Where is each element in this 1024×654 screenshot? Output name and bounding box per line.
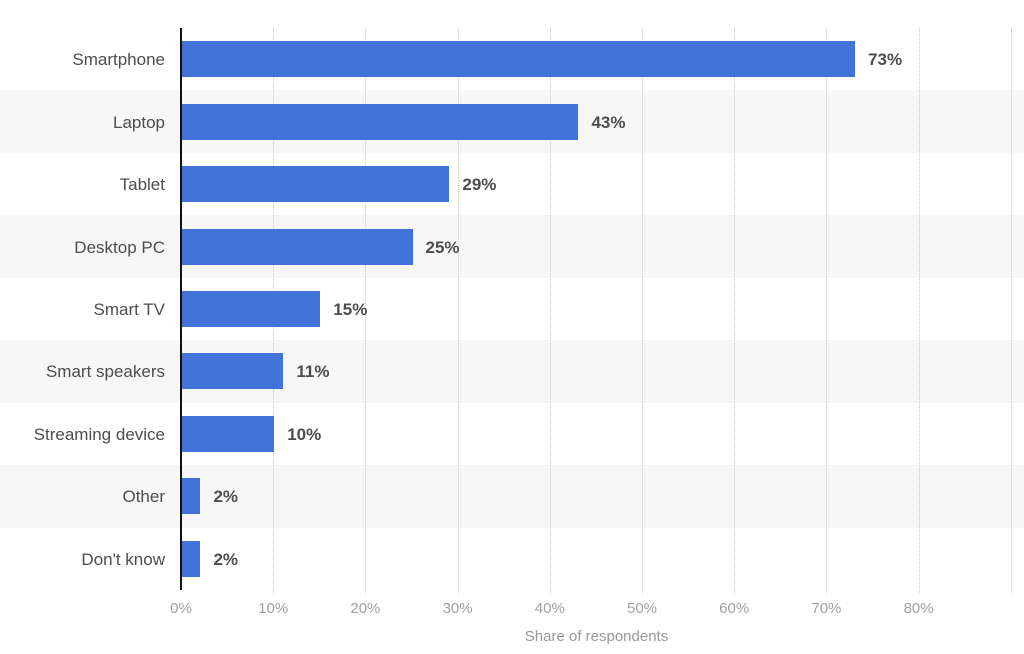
category-label: Tablet [119,175,165,195]
category-label: Smart TV [93,300,165,319]
category-label: Streaming device [33,424,165,444]
gridline [642,28,643,594]
bar-smart-tv [182,291,321,327]
bar-other [182,478,201,515]
value-label: 25% [425,237,460,257]
value-label: 2% [213,487,239,507]
x-tick-label: 40% [534,600,565,617]
value-label: 15% [333,300,368,319]
category-label: Don't know [81,549,165,569]
bar-streaming-device [182,415,275,452]
value-label: 11% [296,362,330,382]
x-tick-label: 50% [626,600,658,617]
x-tick-label: 10% [258,600,289,617]
gridline [734,28,736,594]
bar-smart-speakers [182,353,284,390]
gridline [549,28,551,594]
value-label: 43% [591,112,626,132]
bar-smartphone [182,41,856,78]
category-label: Laptop [113,112,165,132]
x-tick-label: 60% [719,600,750,617]
bar-tablet [182,166,450,203]
x-tick-label: 20% [350,600,381,617]
x-tick-label: 30% [442,600,473,617]
gridline [1010,28,1012,594]
category-label: Desktop PC [74,237,165,257]
gridline [457,28,459,594]
bar-laptop [182,103,579,140]
y-axis-line [180,28,182,590]
bar-desktop-pc [182,228,413,265]
gridline [826,28,828,594]
value-label: 29% [462,175,497,195]
category-label: Other [122,487,165,507]
row-stripe [0,465,1024,528]
x-axis-title: Share of respondents [524,628,669,645]
bar-don-t-know [182,540,201,577]
row-stripe [0,215,1024,278]
gridline [918,28,920,594]
value-label: 2% [213,549,239,569]
row-stripe [0,340,1024,403]
category-label: Smartphone [72,50,165,70]
gridline [365,28,367,594]
x-tick-label: 0% [170,600,192,617]
x-tick-label: 80% [903,600,934,617]
value-label: 10% [287,424,322,444]
value-label: 73% [868,50,903,70]
category-label: Smart speakers [45,362,165,382]
x-tick-label: 70% [811,600,842,617]
